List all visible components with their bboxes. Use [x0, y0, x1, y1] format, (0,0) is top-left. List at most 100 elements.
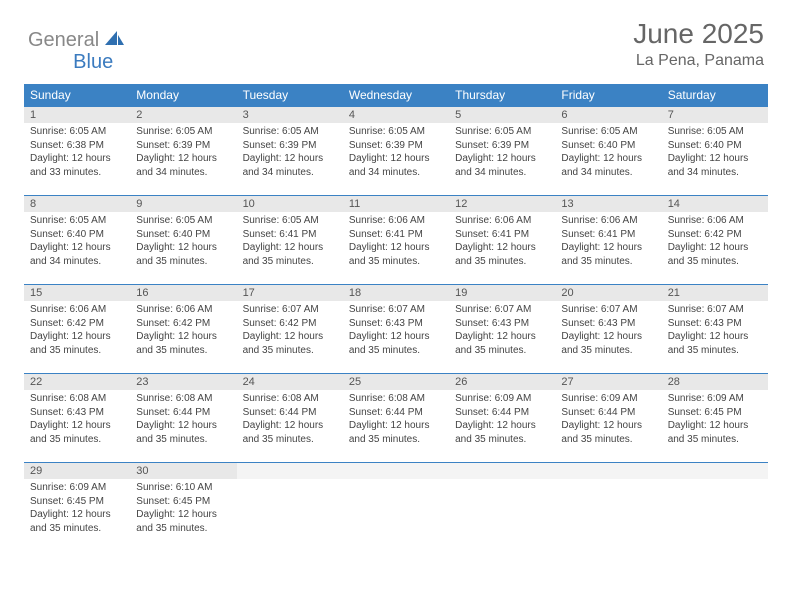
day-ss: Sunset: 6:41 PM	[455, 228, 549, 242]
month-title: June 2025	[633, 18, 764, 50]
day-d1: Daylight: 12 hours	[455, 241, 549, 255]
day-ss: Sunset: 6:43 PM	[349, 317, 443, 331]
day-number: 10	[237, 196, 343, 212]
day-number: 9	[130, 196, 236, 212]
day-details: Sunrise: 6:08 AMSunset: 6:44 PMDaylight:…	[237, 390, 343, 448]
day-number: .	[449, 463, 555, 479]
day-ss: Sunset: 6:39 PM	[349, 139, 443, 153]
day-d1: Daylight: 12 hours	[349, 241, 443, 255]
day-number: 22	[24, 374, 130, 390]
day-number: 7	[662, 107, 768, 123]
day-d1: Daylight: 12 hours	[561, 152, 655, 166]
day-d1: Daylight: 12 hours	[561, 419, 655, 433]
day-number: 4	[343, 107, 449, 123]
day-d2: and 35 minutes.	[668, 255, 762, 269]
day-number: 14	[662, 196, 768, 212]
day-details: Sunrise: 6:05 AMSunset: 6:40 PMDaylight:…	[662, 123, 768, 181]
day-header: Friday	[555, 84, 661, 107]
day-sr: Sunrise: 6:05 AM	[243, 125, 337, 139]
day-d2: and 35 minutes.	[30, 433, 124, 447]
day-d1: Daylight: 12 hours	[136, 152, 230, 166]
calendar-cell: 5Sunrise: 6:05 AMSunset: 6:39 PMDaylight…	[449, 107, 555, 196]
day-details: Sunrise: 6:06 AMSunset: 6:42 PMDaylight:…	[662, 212, 768, 270]
day-number: .	[555, 463, 661, 479]
calendar-cell: 29Sunrise: 6:09 AMSunset: 6:45 PMDayligh…	[24, 463, 130, 552]
day-sr: Sunrise: 6:06 AM	[349, 214, 443, 228]
calendar-cell: 15Sunrise: 6:06 AMSunset: 6:42 PMDayligh…	[24, 285, 130, 374]
calendar-cell: 24Sunrise: 6:08 AMSunset: 6:44 PMDayligh…	[237, 374, 343, 463]
day-ss: Sunset: 6:41 PM	[243, 228, 337, 242]
day-details: Sunrise: 6:05 AMSunset: 6:40 PMDaylight:…	[130, 212, 236, 270]
day-details: Sunrise: 6:05 AMSunset: 6:41 PMDaylight:…	[237, 212, 343, 270]
day-d1: Daylight: 12 hours	[561, 241, 655, 255]
calendar-cell: 22Sunrise: 6:08 AMSunset: 6:43 PMDayligh…	[24, 374, 130, 463]
day-sr: Sunrise: 6:08 AM	[243, 392, 337, 406]
calendar-cell: 27Sunrise: 6:09 AMSunset: 6:44 PMDayligh…	[555, 374, 661, 463]
day-ss: Sunset: 6:41 PM	[349, 228, 443, 242]
day-d1: Daylight: 12 hours	[136, 419, 230, 433]
day-ss: Sunset: 6:45 PM	[30, 495, 124, 509]
calendar-cell: .	[237, 463, 343, 552]
day-d1: Daylight: 12 hours	[243, 241, 337, 255]
day-sr: Sunrise: 6:09 AM	[668, 392, 762, 406]
day-number: 15	[24, 285, 130, 301]
day-sr: Sunrise: 6:05 AM	[455, 125, 549, 139]
calendar-cell: 12 Sunrise: 6:06 AMSunset: 6:41 PMDayligh…	[449, 196, 555, 285]
day-d1: Daylight: 12 hours	[136, 241, 230, 255]
day-number: 26	[449, 374, 555, 390]
day-sr: Sunrise: 6:05 AM	[349, 125, 443, 139]
calendar-cell: 4Sunrise: 6:05 AMSunset: 6:39 PMDaylight…	[343, 107, 449, 196]
day-d1: Daylight: 12 hours	[30, 152, 124, 166]
day-ss: Sunset: 6:40 PM	[561, 139, 655, 153]
day-d2: and 35 minutes.	[668, 433, 762, 447]
day-header: Wednesday	[343, 84, 449, 107]
day-d1: Daylight: 12 hours	[243, 152, 337, 166]
day-sr: Sunrise: 6:06 AM	[136, 303, 230, 317]
calendar-cell: 9Sunrise: 6:05 AMSunset: 6:40 PMDaylight…	[130, 196, 236, 285]
location-label: La Pena, Panama	[633, 52, 764, 70]
day-d2: and 35 minutes.	[455, 344, 549, 358]
calendar-cell: 18Sunrise: 6:07 AMSunset: 6:43 PMDayligh…	[343, 285, 449, 374]
day-d1: Daylight: 12 hours	[349, 152, 443, 166]
day-sr: Sunrise: 6:05 AM	[30, 125, 124, 139]
day-details: Sunrise: 6:07 AMSunset: 6:43 PMDaylight:…	[662, 301, 768, 359]
day-header: Thursday	[449, 84, 555, 107]
day-details: Sunrise: 6:09 AMSunset: 6:44 PMDaylight:…	[555, 390, 661, 448]
day-details: Sunrise: 6:09 AMSunset: 6:44 PMDaylight:…	[449, 390, 555, 448]
day-details: Sunrise: 6:05 AMSunset: 6:39 PMDaylight:…	[343, 123, 449, 181]
day-d1: Daylight: 12 hours	[668, 419, 762, 433]
day-sr: Sunrise: 6:05 AM	[136, 214, 230, 228]
day-details: Sunrise: 6:06 AMSunset: 6:42 PMDaylight:…	[130, 301, 236, 359]
day-sr: Sunrise: 6:07 AM	[349, 303, 443, 317]
day-number: 30	[130, 463, 236, 479]
day-d1: Daylight: 12 hours	[668, 330, 762, 344]
calendar-cell: 14Sunrise: 6:06 AMSunset: 6:42 PMDayligh…	[662, 196, 768, 285]
day-number: .	[662, 463, 768, 479]
day-ss: Sunset: 6:45 PM	[668, 406, 762, 420]
day-d1: Daylight: 12 hours	[30, 508, 124, 522]
day-d2: and 34 minutes.	[455, 166, 549, 180]
day-d2: and 35 minutes.	[243, 433, 337, 447]
day-number: 12	[449, 196, 555, 212]
calendar-cell: 11Sunrise: 6:06 AMSunset: 6:41 PMDayligh…	[343, 196, 449, 285]
calendar-cell: 23Sunrise: 6:08 AMSunset: 6:44 PMDayligh…	[130, 374, 236, 463]
logo-sail-icon	[103, 29, 125, 52]
day-number: 19	[449, 285, 555, 301]
day-d1: Daylight: 12 hours	[243, 330, 337, 344]
calendar-cell: 16Sunrise: 6:06 AMSunset: 6:42 PMDayligh…	[130, 285, 236, 374]
day-sr: Sunrise: 6:08 AM	[136, 392, 230, 406]
header: General Blue June 2025 La Pena, Panama	[0, 0, 792, 76]
day-sr: Sunrise: 6:06 AM	[668, 214, 762, 228]
day-ss: Sunset: 6:43 PM	[455, 317, 549, 331]
day-ss: Sunset: 6:44 PM	[243, 406, 337, 420]
day-d2: and 35 minutes.	[668, 344, 762, 358]
calendar-cell: 6Sunrise: 6:05 AMSunset: 6:40 PMDaylight…	[555, 107, 661, 196]
calendar-cell: 7Sunrise: 6:05 AMSunset: 6:40 PMDaylight…	[662, 107, 768, 196]
day-ss: Sunset: 6:44 PM	[561, 406, 655, 420]
day-ss: Sunset: 6:44 PM	[455, 406, 549, 420]
day-sr: Sunrise: 6:06 AM	[455, 214, 549, 228]
calendar-cell: 30Sunrise: 6:10 AMSunset: 6:45 PMDayligh…	[130, 463, 236, 552]
day-details: Sunrise: 6:08 AMSunset: 6:44 PMDaylight:…	[343, 390, 449, 448]
day-ss: Sunset: 6:44 PM	[349, 406, 443, 420]
day-d1: Daylight: 12 hours	[136, 508, 230, 522]
